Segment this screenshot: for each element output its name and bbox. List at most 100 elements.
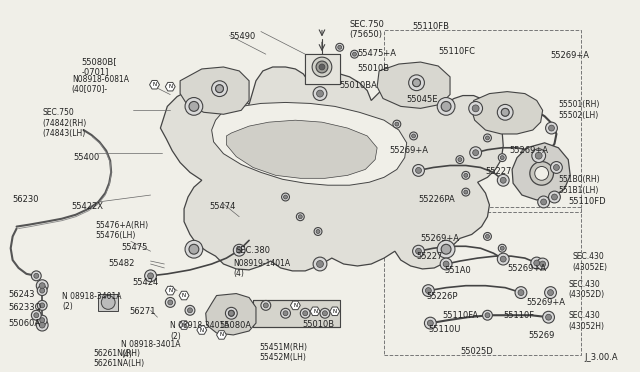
Circle shape <box>185 97 203 115</box>
Text: 56230: 56230 <box>13 195 39 204</box>
Circle shape <box>499 154 506 161</box>
Polygon shape <box>161 67 503 271</box>
Circle shape <box>531 257 543 269</box>
Circle shape <box>534 260 540 266</box>
Circle shape <box>415 167 422 173</box>
Circle shape <box>313 257 327 271</box>
Text: N: N <box>220 333 223 337</box>
Circle shape <box>543 311 554 323</box>
Text: SEC.380: SEC.380 <box>236 246 270 255</box>
Text: 55227: 55227 <box>486 167 512 176</box>
Text: 55475+A: 55475+A <box>357 49 396 58</box>
Circle shape <box>501 108 509 116</box>
Circle shape <box>497 253 509 265</box>
Circle shape <box>225 307 237 319</box>
Circle shape <box>36 280 48 292</box>
Circle shape <box>535 167 548 180</box>
Circle shape <box>317 90 323 97</box>
Circle shape <box>185 240 203 258</box>
Text: J_3.00.A: J_3.00.A <box>584 353 618 362</box>
Circle shape <box>296 213 304 221</box>
Text: 55010B: 55010B <box>357 64 390 73</box>
Circle shape <box>458 158 462 161</box>
Polygon shape <box>180 67 249 114</box>
Circle shape <box>410 132 417 140</box>
Polygon shape <box>305 54 340 84</box>
Circle shape <box>500 256 506 262</box>
Text: 55269+A: 55269+A <box>509 146 548 155</box>
Circle shape <box>282 193 289 201</box>
Polygon shape <box>310 307 320 315</box>
Circle shape <box>483 310 492 320</box>
Circle shape <box>501 108 509 116</box>
Polygon shape <box>165 286 175 295</box>
Circle shape <box>484 134 492 142</box>
Circle shape <box>485 313 490 318</box>
Circle shape <box>36 319 48 331</box>
Text: 55227: 55227 <box>417 252 443 261</box>
Circle shape <box>548 191 561 203</box>
Text: N: N <box>168 288 172 293</box>
Circle shape <box>464 190 468 194</box>
Text: 55501(RH)
55502(LH): 55501(RH) 55502(LH) <box>558 100 600 120</box>
Circle shape <box>165 298 175 307</box>
Circle shape <box>484 232 492 240</box>
Circle shape <box>298 215 302 219</box>
Polygon shape <box>179 291 189 300</box>
Text: N: N <box>152 82 157 87</box>
Text: 55400: 55400 <box>74 153 100 162</box>
Text: 55010BA: 55010BA <box>340 81 378 90</box>
Circle shape <box>393 120 401 128</box>
Circle shape <box>412 134 415 138</box>
Polygon shape <box>205 294 256 335</box>
Text: 56243: 56243 <box>9 290 35 299</box>
Text: 55045E: 55045E <box>406 94 438 103</box>
Text: N 08918-3401A
(2): N 08918-3401A (2) <box>62 292 122 311</box>
Circle shape <box>31 271 41 281</box>
Text: SEC.430
(43052D): SEC.430 (43052D) <box>568 280 604 299</box>
Text: 55475: 55475 <box>121 243 147 252</box>
Polygon shape <box>212 102 406 185</box>
Circle shape <box>500 155 504 160</box>
Polygon shape <box>512 143 570 200</box>
Circle shape <box>545 314 552 320</box>
Circle shape <box>216 85 223 93</box>
Text: SEC.430
(43052E): SEC.430 (43052E) <box>572 252 607 272</box>
Text: 55269+A: 55269+A <box>389 146 428 155</box>
Circle shape <box>336 44 344 51</box>
Text: 55451M(RH)
55452M(LH): 55451M(RH) 55452M(LH) <box>259 343 307 362</box>
Text: N 08918-3401A
(2): N 08918-3401A (2) <box>170 321 230 340</box>
Circle shape <box>413 79 420 87</box>
Text: 55080B[
-0701]: 55080B[ -0701] <box>82 57 117 77</box>
Circle shape <box>486 234 490 238</box>
Circle shape <box>537 258 548 270</box>
Text: N 08918-3401A
(4): N 08918-3401A (4) <box>121 340 180 359</box>
Text: 55110FC: 55110FC <box>438 47 476 56</box>
Circle shape <box>538 196 550 208</box>
Circle shape <box>189 244 199 254</box>
Circle shape <box>545 287 556 298</box>
Circle shape <box>532 149 545 163</box>
Circle shape <box>316 230 320 234</box>
Text: 55226PA: 55226PA <box>419 195 455 204</box>
Text: N: N <box>168 84 172 89</box>
Text: N: N <box>313 309 317 314</box>
Text: 55490: 55490 <box>229 32 255 41</box>
Circle shape <box>462 171 470 179</box>
Text: N: N <box>182 293 186 298</box>
Polygon shape <box>179 321 189 329</box>
Circle shape <box>317 260 323 267</box>
Circle shape <box>319 64 325 70</box>
Circle shape <box>395 122 399 126</box>
Circle shape <box>314 228 322 235</box>
Circle shape <box>500 246 504 250</box>
Circle shape <box>189 245 198 254</box>
Circle shape <box>540 261 545 267</box>
Circle shape <box>443 261 449 267</box>
Circle shape <box>228 310 234 316</box>
Text: 55110FB: 55110FB <box>413 22 450 31</box>
Circle shape <box>486 136 490 140</box>
Text: 55110FD: 55110FD <box>568 197 606 206</box>
Circle shape <box>34 313 39 318</box>
Circle shape <box>236 247 242 253</box>
